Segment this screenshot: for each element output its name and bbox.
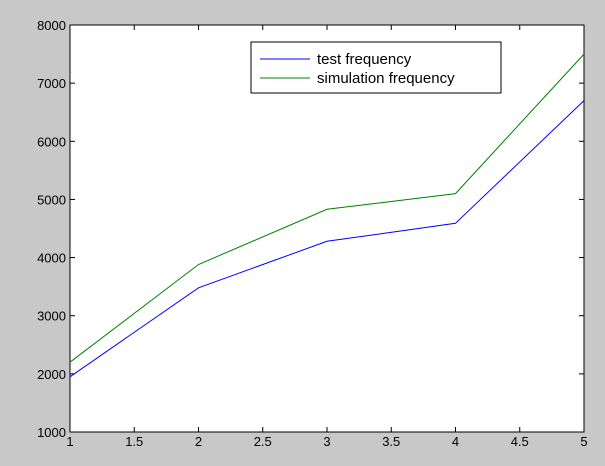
y-axis: 1000 2000 3000 4000 5000 6000 7000 8000 xyxy=(37,18,584,440)
y-tick-label: 1000 xyxy=(37,425,66,440)
series-line-0 xyxy=(69,100,585,378)
x-tick-label: 2 xyxy=(195,434,202,449)
series-lines xyxy=(69,53,585,378)
x-tick-label: 4 xyxy=(452,434,459,449)
legend-label-1: simulation frequency xyxy=(317,70,455,87)
legend-label-0: test frequency xyxy=(317,51,412,68)
y-tick-label: 4000 xyxy=(37,251,66,266)
x-tick-label: 5 xyxy=(580,434,587,449)
x-tick-label: 1.5 xyxy=(125,434,143,449)
x-tick-label: 1 xyxy=(66,434,73,449)
y-tick-label: 8000 xyxy=(37,18,66,33)
x-tick-label: 4.5 xyxy=(511,434,529,449)
y-tick-label: 2000 xyxy=(37,367,66,382)
x-tick-label: 2.5 xyxy=(254,434,272,449)
y-tick-label: 3000 xyxy=(37,309,66,324)
y-tick-label: 6000 xyxy=(37,134,66,149)
series-line-1 xyxy=(69,53,585,363)
x-tick-label: 3.5 xyxy=(382,434,400,449)
legend-box xyxy=(250,41,502,94)
y-tick-label: 5000 xyxy=(37,192,66,207)
y-tick-label: 7000 xyxy=(37,76,66,91)
legend: test frequency simulation frequency xyxy=(250,41,502,94)
x-tick-label: 3 xyxy=(323,434,330,449)
x-axis: 1 1.5 2 2.5 3 3.5 4 4.5 5 xyxy=(66,25,588,449)
